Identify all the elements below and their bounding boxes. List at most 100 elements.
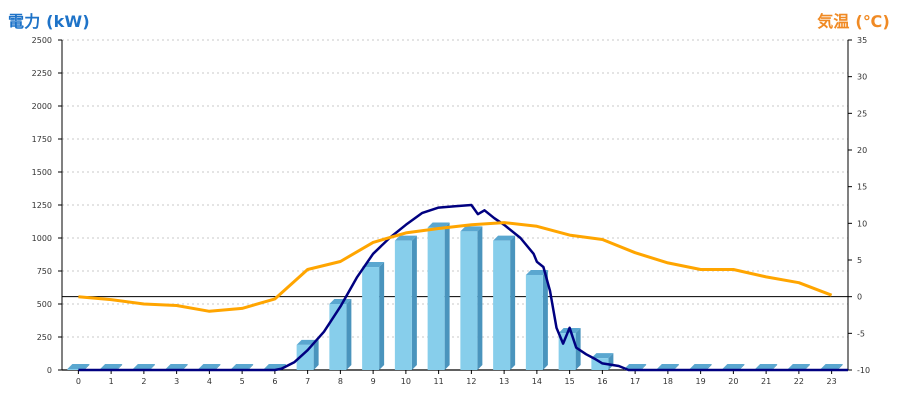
x-tick-label: 17 (630, 377, 640, 386)
bar (493, 240, 511, 370)
x-tick-label: 21 (761, 377, 771, 386)
bar-top (394, 235, 417, 241)
bar-top (132, 364, 155, 369)
left-tick-label: 0 (47, 366, 52, 375)
bar-top (198, 364, 221, 369)
bar (296, 344, 314, 370)
bar-side (84, 364, 90, 370)
right-tick-label: 25 (857, 109, 867, 118)
bar-side (444, 222, 450, 370)
x-tick-label: 13 (499, 377, 509, 386)
bar-side (215, 364, 221, 370)
right-tick-label: 35 (857, 36, 867, 45)
bar-side (248, 364, 254, 370)
left-tick-label: 2500 (32, 36, 52, 45)
bar-top (820, 364, 843, 369)
x-tick-label: 19 (696, 377, 706, 386)
bar-top (427, 222, 450, 228)
left-tick-label: 750 (37, 267, 52, 276)
bar-side (772, 364, 778, 370)
left-tick-label: 1750 (32, 135, 52, 144)
x-tick-label: 3 (174, 377, 179, 386)
bar-top (656, 364, 679, 369)
bar-top (624, 364, 647, 369)
temperature-line (78, 221, 833, 313)
bar-top (755, 364, 778, 369)
x-tick-label: 8 (338, 377, 343, 386)
bar-side (804, 364, 810, 370)
right-tick-label: 5 (857, 256, 862, 265)
x-tick-label: 4 (207, 377, 212, 386)
x-tick-label: 18 (663, 377, 673, 386)
x-tick-label: 22 (794, 377, 804, 386)
bar-top (787, 364, 810, 369)
bar-side (313, 339, 319, 370)
left-tick-label: 500 (37, 300, 52, 309)
power-line (78, 203, 848, 372)
bar-side (182, 364, 188, 370)
bar-top (525, 269, 548, 275)
bar (427, 227, 445, 370)
bar-side (673, 364, 679, 370)
bar-side (346, 299, 352, 370)
bar-side (641, 364, 647, 370)
bar-side (379, 262, 385, 370)
x-tick-label: 10 (401, 377, 411, 386)
right-tick-label: 0 (857, 293, 862, 302)
bar-side (739, 364, 745, 370)
x-tick-label: 15 (565, 377, 575, 386)
x-tick-label: 23 (827, 377, 837, 386)
bar-side (149, 364, 155, 370)
left-tick-label: 250 (37, 333, 52, 342)
x-tick-label: 0 (76, 377, 81, 386)
left-tick-label: 1250 (32, 201, 52, 210)
bar-side (542, 269, 548, 370)
left-axis-title: 電力 (kW) (8, 12, 90, 31)
x-tick-label: 11 (434, 377, 444, 386)
bar-side (706, 364, 712, 370)
bar (362, 267, 380, 370)
right-tick-label: -10 (857, 366, 870, 375)
bar-side (837, 364, 843, 370)
bar-top (67, 364, 90, 369)
right-axis-title: 気温 (℃) (817, 12, 890, 31)
bar-top (100, 364, 123, 369)
bar (394, 240, 412, 370)
left-tick-label: 2000 (32, 102, 52, 111)
x-tick-label: 9 (371, 377, 376, 386)
bar-side (117, 364, 123, 370)
bar-top (689, 364, 712, 369)
x-tick-label: 12 (466, 377, 476, 386)
bar-top (165, 364, 188, 369)
bar-top (231, 364, 254, 369)
x-tick-label: 16 (597, 377, 607, 386)
left-tick-label: 2250 (32, 69, 52, 78)
bar-top (722, 364, 745, 369)
x-tick-label: 6 (272, 377, 277, 386)
x-tick-label: 14 (532, 377, 542, 386)
x-tick-label: 20 (728, 377, 738, 386)
right-tick-label: 15 (857, 183, 867, 192)
x-tick-label: 1 (109, 377, 114, 386)
right-tick-label: -5 (857, 329, 865, 338)
left-tick-label: 1000 (32, 234, 52, 243)
bar-side (510, 235, 516, 370)
bar-top (493, 235, 516, 241)
bar (329, 304, 347, 370)
right-tick-label: 10 (857, 219, 867, 228)
bar (460, 231, 478, 370)
right-tick-label: 20 (857, 146, 867, 155)
right-tick-label: 30 (857, 73, 867, 82)
bar (525, 274, 543, 370)
bar (67, 369, 85, 370)
left-tick-label: 1500 (32, 168, 52, 177)
x-tick-label: 5 (240, 377, 245, 386)
bar-side (477, 226, 483, 370)
x-tick-label: 7 (305, 377, 310, 386)
bar-top (591, 353, 614, 359)
bar (591, 358, 609, 370)
x-tick-label: 2 (141, 377, 146, 386)
bar-top (329, 299, 352, 304)
